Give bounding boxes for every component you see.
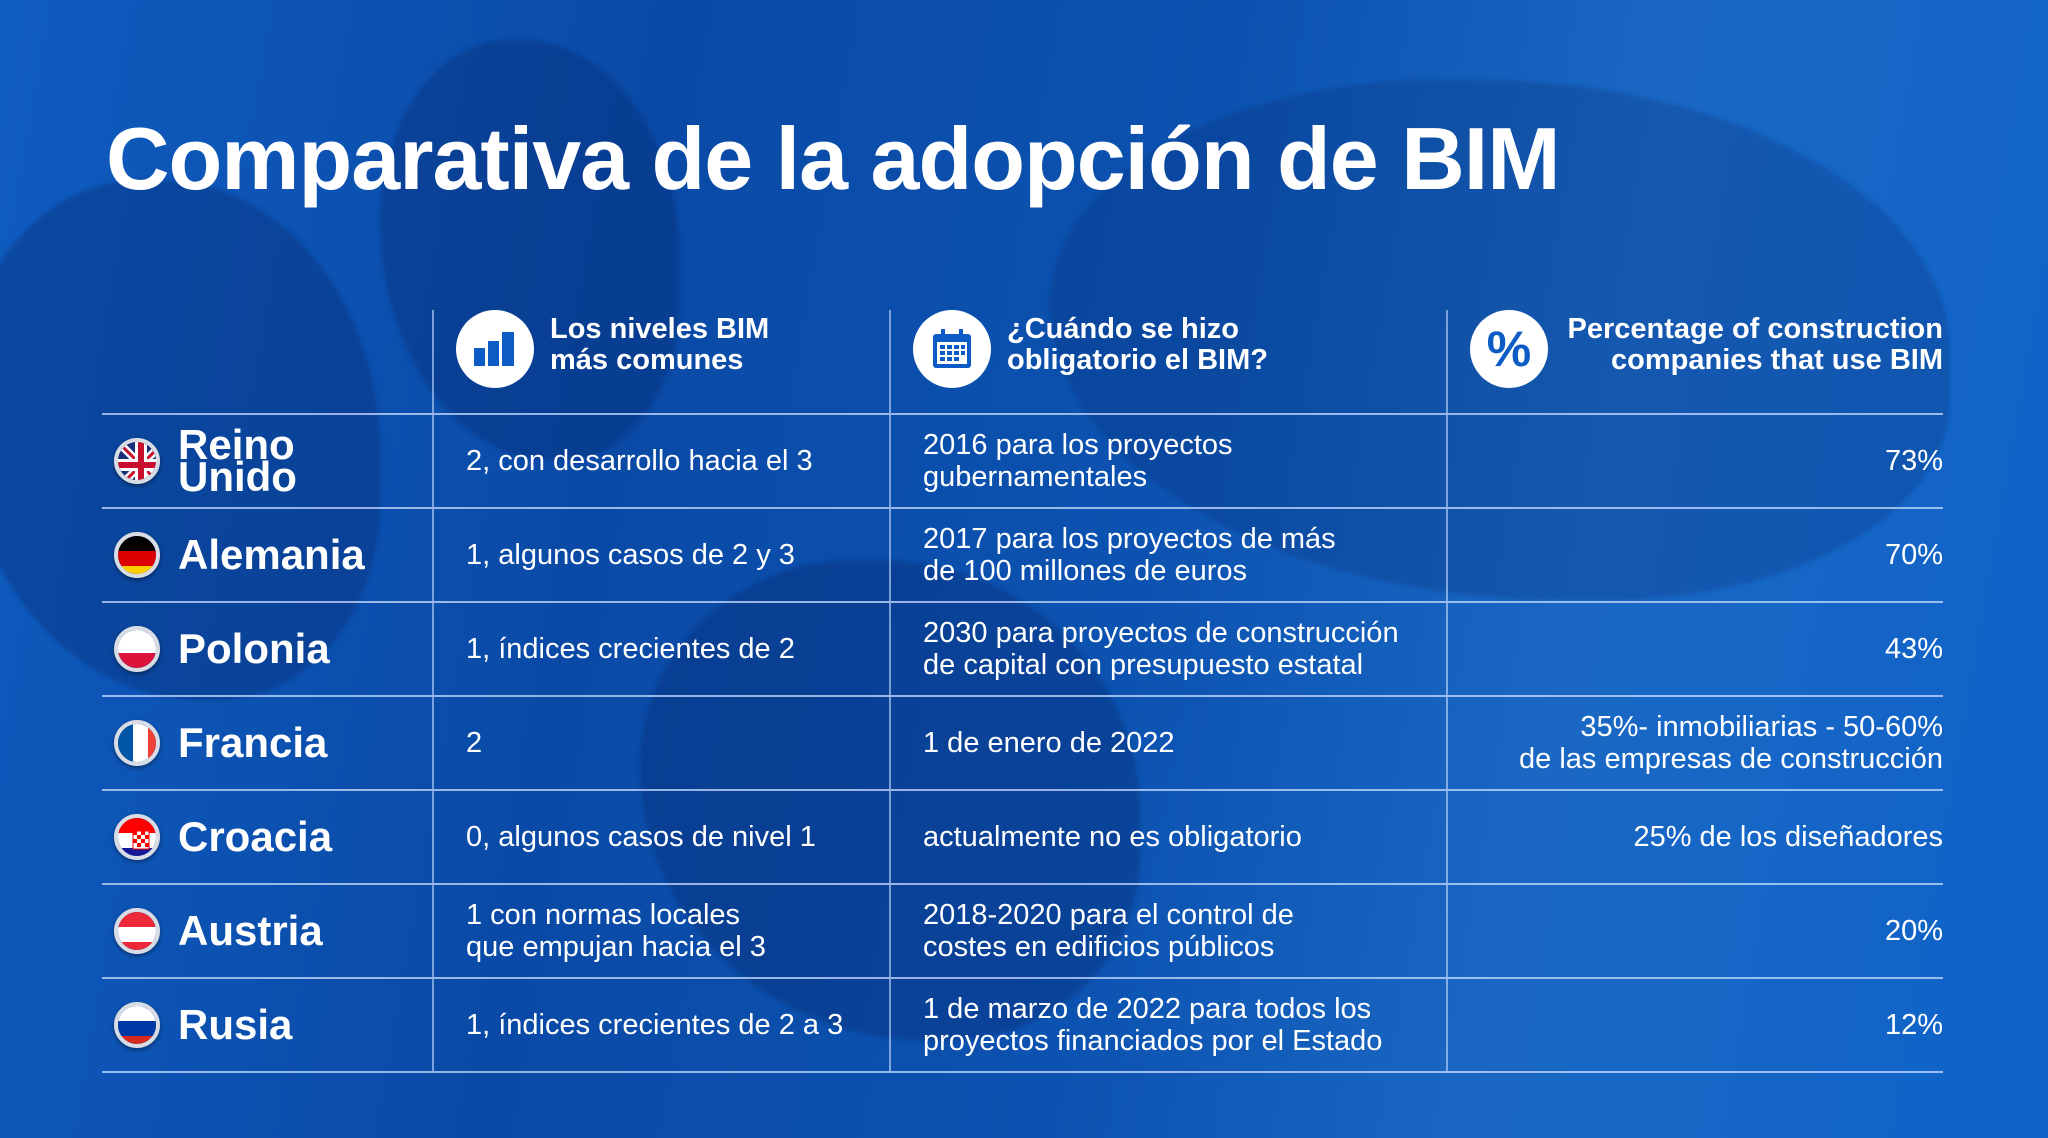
- percent-cell: 43%: [1446, 603, 1943, 695]
- country-cell: Polonia: [102, 603, 432, 695]
- mandatory-cell: 1 de enero de 2022: [889, 697, 1446, 789]
- bar-chart-icon: [456, 310, 534, 388]
- country-cell: Austria: [102, 885, 432, 977]
- header-mandatory: ¿Cuándo se hizo obligatorio el BIM?: [889, 310, 1446, 413]
- percent-cell: 20%: [1446, 885, 1943, 977]
- map-shape: [0, 180, 380, 700]
- table-row: Francia 2 1 de enero de 2022 35%- inmobi…: [102, 697, 1943, 791]
- header-percent: % Percentage of construction companies t…: [1446, 310, 1943, 413]
- country-cell: Alemania: [102, 509, 432, 601]
- country-name: Francia: [178, 719, 328, 766]
- country-cell: Rusia: [102, 979, 432, 1071]
- table-row: Rusia 1, índices crecientes de 2 a 3 1 d…: [102, 979, 1943, 1073]
- levels-cell: 2: [432, 697, 889, 789]
- country-name: Austria: [178, 907, 323, 954]
- percent-cell: 35%- inmobiliarias - 50-60% de las empre…: [1446, 697, 1943, 789]
- country-name: Croacia: [178, 813, 333, 860]
- table-row: Alemania 1, algunos casos de 2 y 3 2017 …: [102, 509, 1943, 603]
- country-cell: Francia: [102, 697, 432, 789]
- country-name: Alemania: [178, 531, 365, 578]
- flag-icon: [114, 908, 160, 954]
- levels-cell: 1 con normas locales que empujan hacia e…: [432, 885, 889, 977]
- table-header: Los niveles BIM más comunes ¿Cuándo se h…: [102, 310, 1943, 415]
- header-levels: Los niveles BIM más comunes: [432, 310, 889, 413]
- mandatory-cell: 2018-2020 para el control de costes en e…: [889, 885, 1446, 977]
- percent-cell: 73%: [1446, 415, 1943, 507]
- header-label: Los niveles BIM más comunes: [550, 313, 770, 376]
- map-shape: [380, 40, 680, 460]
- mandatory-cell: 2016 para los proyectos gubernamentales: [889, 415, 1446, 507]
- mandatory-cell: 2017 para los proyectos de más de 100 mi…: [889, 509, 1446, 601]
- percent-icon: %: [1470, 310, 1548, 388]
- mandatory-cell: 1 de marzo de 2022 para todos los proyec…: [889, 979, 1446, 1071]
- flag-icon: [114, 720, 160, 766]
- percent-cell: 25% de los diseñadores: [1446, 791, 1943, 883]
- page-title: Comparativa de la adopción de BIM: [106, 109, 1561, 208]
- percent-cell: 12%: [1446, 979, 1943, 1071]
- levels-cell: 1, algunos casos de 2 y 3: [432, 509, 889, 601]
- header-label: Percentage of construction companies tha…: [1567, 313, 1943, 376]
- percent-cell: 70%: [1446, 509, 1943, 601]
- comparison-table: Los niveles BIM más comunes ¿Cuándo se h…: [102, 310, 1943, 1073]
- country-name: Rusia: [178, 1001, 293, 1048]
- flag-icon: [114, 814, 160, 860]
- table-row: Croacia 0, algunos casos de nivel 1 actu…: [102, 791, 1943, 885]
- mandatory-cell: actualmente no es obligatorio: [889, 791, 1446, 883]
- flag-icon: [114, 532, 160, 578]
- flag-icon: [114, 438, 160, 484]
- country-name: Polonia: [178, 625, 330, 672]
- levels-cell: 1, índices crecientes de 2 a 3: [432, 979, 889, 1071]
- table-row: Austria 1 con normas locales que empujan…: [102, 885, 1943, 979]
- levels-cell: 0, algunos casos de nivel 1: [432, 791, 889, 883]
- country-cell: Reino Unido: [102, 415, 432, 507]
- table-row: Reino Unido 2, con desarrollo hacia el 3…: [102, 415, 1943, 509]
- country-cell: Croacia: [102, 791, 432, 883]
- mandatory-cell: 2030 para proyectos de construcción de c…: [889, 603, 1446, 695]
- table-row: Polonia 1, índices crecientes de 2 2030 …: [102, 603, 1943, 697]
- country-name: Reino Unido: [178, 421, 297, 500]
- flag-icon: [114, 626, 160, 672]
- header-label: ¿Cuándo se hizo obligatorio el BIM?: [1007, 313, 1268, 376]
- calendar-icon: [913, 310, 991, 388]
- levels-cell: 2, con desarrollo hacia el 3: [432, 415, 889, 507]
- flag-icon: [114, 1002, 160, 1048]
- levels-cell: 1, índices crecientes de 2: [432, 603, 889, 695]
